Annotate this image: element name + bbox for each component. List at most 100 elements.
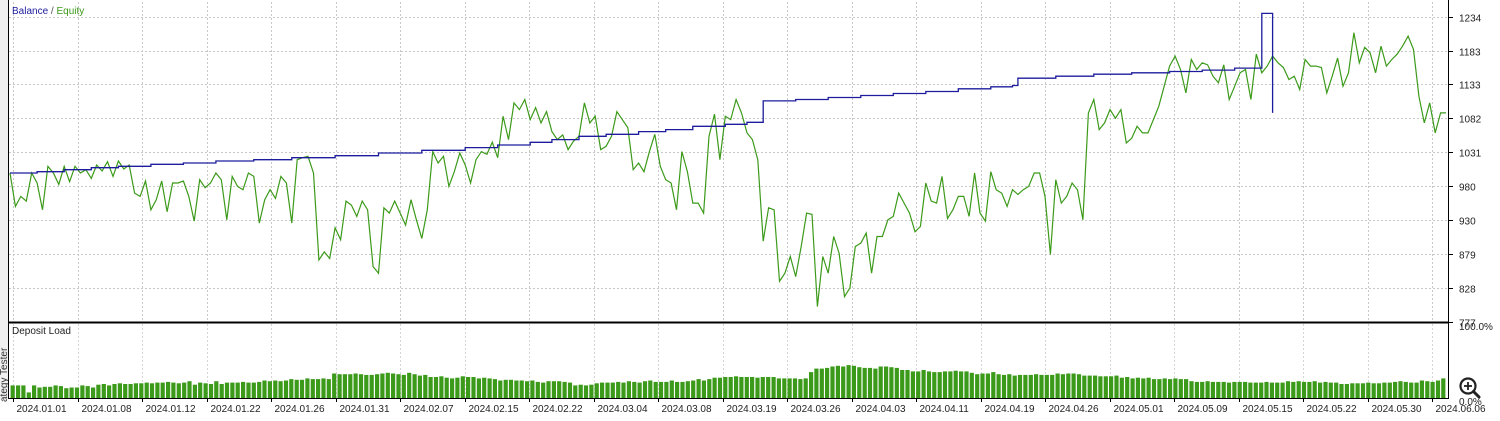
- deposit-load-bar: [632, 381, 637, 398]
- x-axis: 2024.01.01 2024.01.08 2024.01.12 2024.01.22…: [13, 398, 1486, 415]
- deposit-load-bar: [857, 367, 862, 398]
- load-y-tick-label: 100.0%: [1459, 322, 1493, 333]
- deposit-load-bar: [1039, 374, 1044, 398]
- deposit-load-bar: [835, 365, 840, 398]
- deposit-load-bar: [10, 385, 15, 398]
- deposit-load-bar: [326, 379, 331, 398]
- deposit-load-bar: [1403, 381, 1408, 398]
- deposit-load-bar: [937, 372, 942, 398]
- deposit-load-bar: [1125, 377, 1130, 398]
- deposit-load-bar: [1430, 381, 1435, 398]
- legend-equity: Equity: [56, 6, 84, 17]
- deposit-load-bar: [353, 373, 358, 398]
- deposit-load-bar: [1082, 375, 1087, 398]
- deposit-load-bar: [1371, 383, 1376, 398]
- y-tick-label: 777: [1459, 319, 1476, 330]
- deposit-load-bar: [696, 379, 701, 398]
- x-tick-label: 2024.01.08: [82, 404, 132, 415]
- deposit-load-bar: [605, 382, 610, 398]
- deposit-load-bar: [1023, 374, 1028, 398]
- load-y-axis: 100.0% 0.0%: [1459, 322, 1493, 408]
- deposit-load-bar: [792, 378, 798, 398]
- deposit-load-bar: [948, 371, 953, 398]
- deposit-load-bar: [1050, 374, 1055, 398]
- deposit-load-bar: [407, 372, 412, 398]
- deposit-load-bar: [658, 381, 664, 398]
- deposit-load-bar: [942, 371, 948, 398]
- deposit-load-bar: [867, 367, 873, 398]
- deposit-load-bar: [819, 368, 824, 398]
- deposit-load-bar: [1205, 381, 1210, 398]
- main-y-axis: 1234 1183 1133 1082 1031 980 930 879 828 777: [1448, 14, 1482, 330]
- deposit-load-bar: [198, 382, 203, 398]
- deposit-load-bar: [1253, 382, 1258, 398]
- zoom-in-magnifier-icon[interactable]: [1459, 377, 1477, 395]
- legend: Balance / Equity: [12, 6, 84, 17]
- deposit-load-bar: [1248, 382, 1253, 398]
- deposit-load-bar: [262, 380, 267, 398]
- deposit-load-bar: [1376, 383, 1382, 398]
- deposit-load-bar: [1055, 373, 1060, 398]
- deposit-load-bar: [1168, 379, 1173, 398]
- deposit-load-bar: [337, 374, 342, 398]
- deposit-load-bar: [1162, 378, 1167, 398]
- deposit-load-bar: [96, 384, 101, 398]
- deposit-load-bar: [1017, 374, 1023, 398]
- deposit-load-bar: [776, 378, 781, 398]
- legend-separator: /: [48, 6, 56, 17]
- deposit-load-bar: [675, 381, 680, 398]
- deposit-load-bar: [466, 377, 471, 398]
- x-tick-label: 2024.02.15: [469, 404, 519, 415]
- deposit-load-bar: [846, 365, 851, 398]
- deposit-load-bar: [1264, 381, 1269, 398]
- main-grid: [9, 2, 1448, 323]
- deposit-load-bar: [841, 366, 846, 398]
- deposit-load-bar: [873, 368, 878, 398]
- deposit-load-bar: [482, 377, 487, 398]
- deposit-load-bar: [144, 382, 149, 398]
- deposit-load-bar: [460, 376, 465, 398]
- deposit-load-bar: [1301, 381, 1307, 398]
- deposit-load-bar: [423, 374, 428, 398]
- y-tick-label: 1183: [1459, 48, 1481, 59]
- deposit-load-bar: [1318, 382, 1323, 398]
- deposit-load-bar: [980, 373, 985, 398]
- deposit-load-bar: [235, 382, 240, 398]
- x-tick-label: 2024.05.22: [1307, 404, 1357, 415]
- deposit-load-bar: [1344, 384, 1349, 398]
- zoom-button[interactable]: [1459, 377, 1481, 399]
- deposit-load-bar: [1216, 381, 1221, 398]
- deposit-load-bar: [123, 384, 128, 398]
- deposit-load-bar: [610, 382, 615, 398]
- deposit-load-bar: [787, 378, 792, 398]
- deposit-load-bar: [133, 383, 138, 398]
- deposit-load-bar: [1178, 379, 1183, 398]
- deposit-load-bar: [782, 378, 787, 398]
- deposit-load-bar: [439, 376, 444, 398]
- deposit-load-bar: [417, 375, 422, 398]
- legend-balance: Balance: [12, 6, 49, 17]
- deposit-load-bar: [814, 368, 819, 398]
- deposit-load-bar: [1060, 374, 1065, 398]
- deposit-load-bar: [921, 370, 926, 398]
- deposit-load-bar: [80, 385, 85, 398]
- deposit-load-bar: [241, 381, 246, 398]
- deposit-load-bar: [546, 381, 551, 398]
- deposit-load-bar: [1312, 381, 1317, 398]
- deposit-load-bar: [910, 371, 915, 398]
- deposit-load-bar: [1328, 382, 1333, 398]
- deposit-load-bar: [166, 381, 171, 398]
- deposit-load-bar: [750, 377, 755, 398]
- deposit-load-bar: [916, 371, 921, 398]
- axes: [8, 0, 1449, 399]
- deposit-load-bar: [926, 371, 932, 398]
- deposit-load-bar: [294, 379, 299, 398]
- deposit-load-bar: [112, 384, 117, 398]
- deposit-load-bar: [594, 383, 599, 398]
- deposit-load-bar: [1291, 381, 1296, 398]
- deposit-load-bar: [1435, 380, 1441, 398]
- deposit-load-bar: [809, 372, 814, 398]
- x-tick-label: 2024.05.15: [1243, 404, 1293, 415]
- y-tick-label: 1082: [1459, 115, 1482, 126]
